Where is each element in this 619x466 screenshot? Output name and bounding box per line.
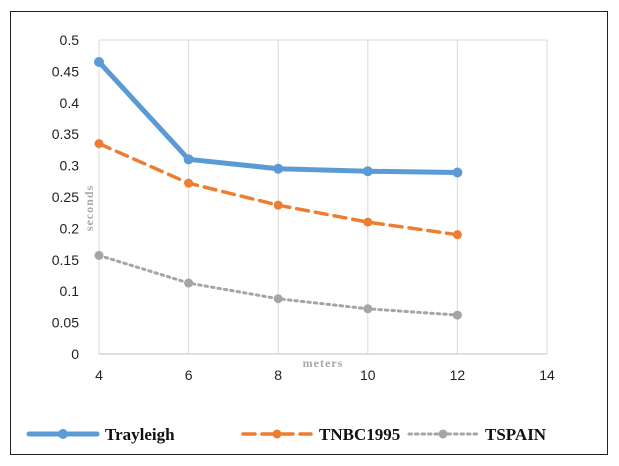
legend-label: TNBC1995	[319, 425, 400, 444]
legend-item: TSPAIN	[407, 425, 547, 444]
data-point	[94, 139, 104, 149]
data-point	[273, 294, 283, 304]
legend-label: TSPAIN	[485, 425, 547, 444]
y-tick-label: 0.15	[52, 252, 79, 268]
legend-swatch-marker	[438, 429, 448, 439]
data-point	[184, 178, 194, 188]
x-tick-label: 14	[539, 367, 555, 383]
y-tick-label: 0.05	[52, 315, 79, 331]
line-chart: 0 0.05 0.1 0.15 0.2 0.25 0.3 0.35 0.4 0.45 0.5 4 6 8…	[26, 32, 555, 444]
data-point	[273, 163, 284, 174]
chart-frame: 0 0.05 0.1 0.15 0.2 0.25 0.3 0.35 0.4 0.45 0.5 4 6 8…	[10, 11, 608, 455]
y-tick-label: 0	[71, 346, 79, 362]
legend: Trayleigh TNBC1995 TSPAIN	[26, 425, 547, 444]
x-tick-label: 12	[450, 367, 466, 383]
y-tick-label: 0.5	[60, 32, 80, 48]
x-axis-ticks: 4 6 8 10 12 14	[95, 367, 555, 383]
data-point	[452, 310, 462, 320]
data-point	[363, 304, 373, 314]
data-point	[184, 278, 194, 288]
legend-swatch-marker	[58, 429, 68, 439]
data-point	[273, 200, 283, 210]
grid-lines	[98, 39, 548, 354]
legend-item: Trayleigh	[26, 425, 175, 444]
series-tnbc1995	[94, 139, 462, 240]
data-point	[94, 250, 104, 260]
y-axis-label: seconds	[82, 185, 96, 231]
series-tspain	[94, 250, 462, 320]
data-point	[452, 167, 463, 178]
data-point	[183, 154, 194, 165]
x-tick-label: 10	[360, 367, 376, 383]
x-tick-label: 6	[185, 367, 193, 383]
data-point	[452, 230, 462, 240]
x-tick-label: 4	[95, 367, 103, 383]
y-axis-ticks: 0 0.05 0.1 0.15 0.2 0.25 0.3 0.35 0.4 0.45 0.5	[52, 32, 79, 362]
y-tick-label: 0.3	[60, 158, 80, 174]
series-trayleigh	[94, 56, 463, 178]
y-tick-label: 0.35	[52, 126, 79, 142]
y-tick-label: 0.4	[60, 95, 80, 111]
y-tick-label: 0.45	[52, 63, 79, 79]
series-group	[94, 56, 463, 320]
legend-swatch-marker	[272, 429, 282, 439]
legend-label: Trayleigh	[105, 425, 175, 444]
legend-item: TNBC1995	[241, 425, 400, 444]
data-point	[363, 217, 373, 227]
y-tick-label: 0.2	[60, 220, 80, 236]
y-tick-label: 0.25	[52, 189, 79, 205]
x-axis-label: meters	[303, 356, 344, 370]
data-point	[362, 166, 373, 177]
x-tick-label: 8	[274, 367, 282, 383]
data-point	[94, 56, 104, 67]
y-tick-label: 0.1	[60, 283, 80, 299]
